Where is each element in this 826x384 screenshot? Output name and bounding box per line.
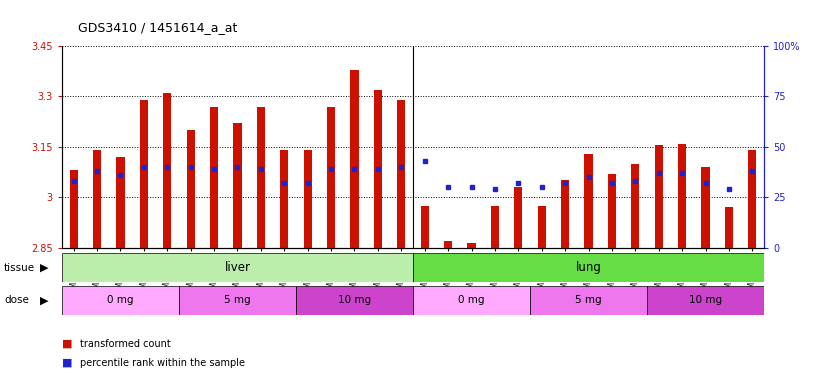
Bar bbox=[608, 174, 616, 248]
Text: 0 mg: 0 mg bbox=[107, 295, 134, 306]
Bar bbox=[748, 150, 757, 248]
Text: 10 mg: 10 mg bbox=[689, 295, 722, 306]
Bar bbox=[234, 123, 241, 248]
Bar bbox=[515, 187, 522, 248]
Text: 5 mg: 5 mg bbox=[575, 295, 602, 306]
Bar bbox=[655, 145, 662, 248]
Bar bbox=[647, 286, 764, 315]
Bar bbox=[468, 243, 476, 248]
Bar bbox=[210, 107, 218, 248]
Bar bbox=[164, 93, 171, 248]
Bar bbox=[530, 286, 647, 315]
Bar bbox=[140, 100, 148, 248]
Text: dose: dose bbox=[4, 295, 29, 306]
Bar bbox=[374, 90, 382, 248]
Bar bbox=[187, 130, 195, 248]
Bar bbox=[420, 206, 429, 248]
Bar bbox=[701, 167, 710, 248]
Bar bbox=[538, 206, 546, 248]
Bar bbox=[296, 286, 413, 315]
Bar bbox=[631, 164, 639, 248]
Bar bbox=[257, 107, 265, 248]
Bar bbox=[413, 286, 530, 315]
Bar bbox=[62, 286, 179, 315]
Bar bbox=[444, 241, 452, 248]
Text: ■: ■ bbox=[62, 339, 73, 349]
Text: 10 mg: 10 mg bbox=[338, 295, 371, 306]
Bar bbox=[350, 70, 358, 248]
Bar bbox=[413, 253, 764, 282]
Bar bbox=[69, 170, 78, 248]
Bar bbox=[585, 154, 592, 248]
Bar bbox=[179, 286, 296, 315]
Bar bbox=[280, 150, 288, 248]
Text: ■: ■ bbox=[62, 358, 73, 368]
Bar bbox=[62, 253, 413, 282]
Text: liver: liver bbox=[225, 262, 250, 274]
Bar bbox=[725, 207, 733, 248]
Text: GDS3410 / 1451614_a_at: GDS3410 / 1451614_a_at bbox=[78, 21, 238, 34]
Text: percentile rank within the sample: percentile rank within the sample bbox=[80, 358, 245, 368]
Bar bbox=[397, 100, 406, 248]
Text: ▶: ▶ bbox=[40, 263, 48, 273]
Bar bbox=[491, 206, 499, 248]
Text: tissue: tissue bbox=[4, 263, 36, 273]
Bar bbox=[116, 157, 125, 248]
Bar bbox=[561, 180, 569, 248]
Bar bbox=[304, 150, 311, 248]
Bar bbox=[678, 144, 686, 248]
Text: lung: lung bbox=[576, 262, 601, 274]
Text: transformed count: transformed count bbox=[80, 339, 171, 349]
Text: ▶: ▶ bbox=[40, 295, 48, 306]
Text: 5 mg: 5 mg bbox=[224, 295, 251, 306]
Bar bbox=[327, 107, 335, 248]
Text: 0 mg: 0 mg bbox=[458, 295, 485, 306]
Bar bbox=[93, 150, 101, 248]
